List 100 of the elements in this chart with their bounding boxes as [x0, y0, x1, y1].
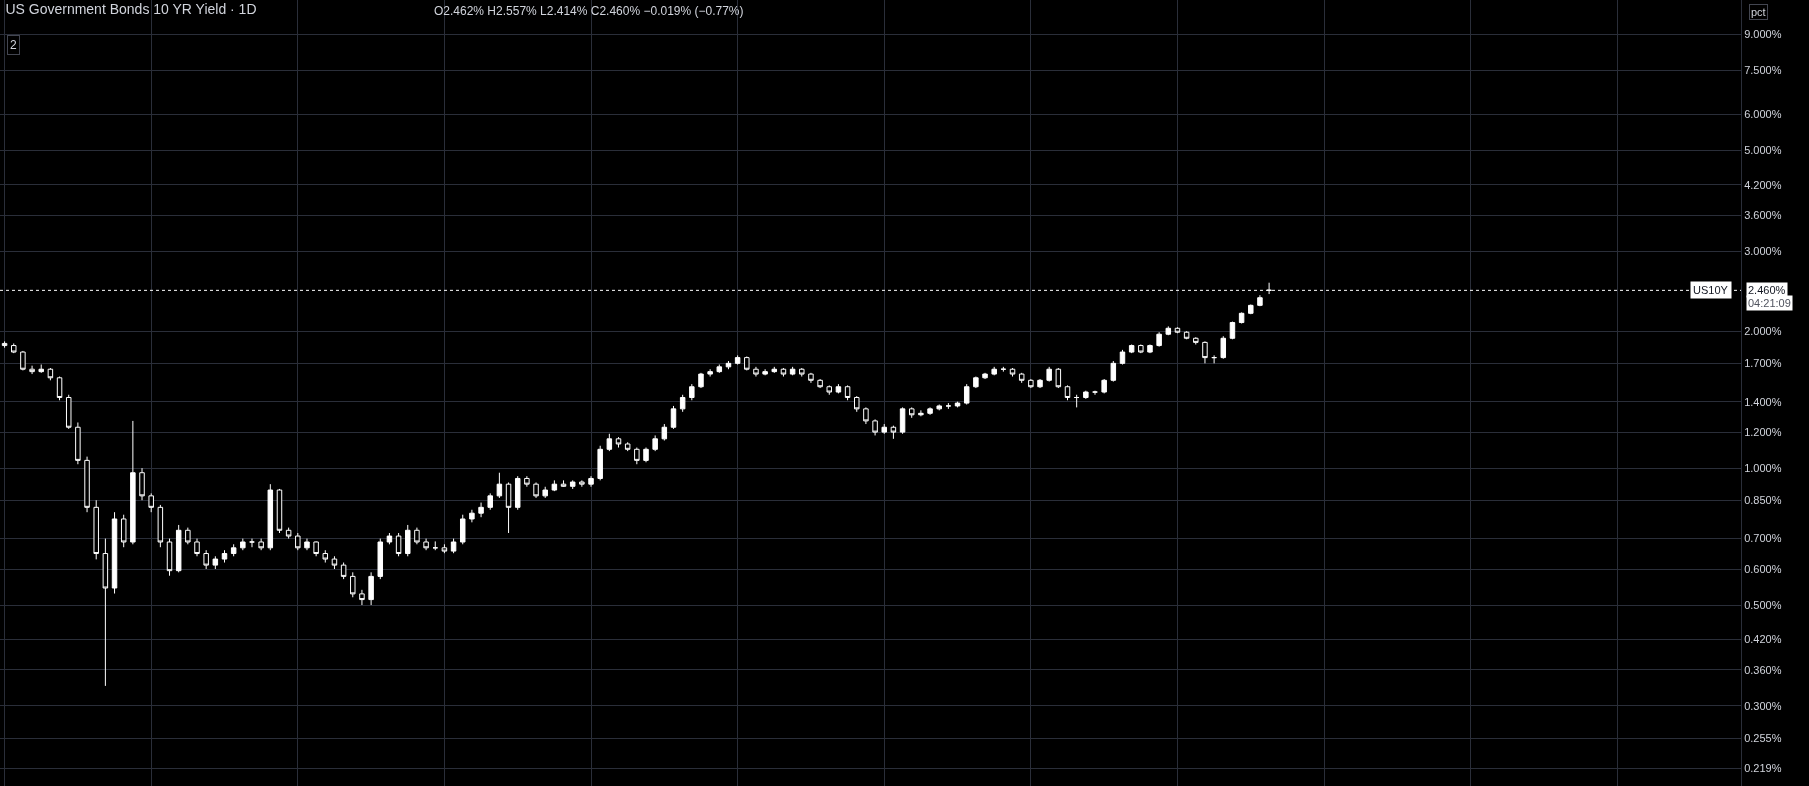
candlestick: [1128, 344, 1135, 354]
candlestick: [38, 364, 44, 373]
candlestick: [634, 447, 640, 465]
candlestick: [1055, 367, 1062, 389]
candlestick: [487, 492, 493, 511]
y-tick-label: 3.600%: [1744, 208, 1782, 221]
candlestick: [1211, 354, 1217, 364]
candlestick: [1028, 378, 1034, 389]
candlestick: [927, 406, 933, 416]
candlestick: [835, 383, 842, 394]
candlestick: [643, 447, 649, 463]
candlestick: [1202, 340, 1208, 364]
candlestick: [899, 406, 906, 435]
y-tick-label: 0.255%: [1744, 731, 1782, 744]
candlestick: [872, 418, 878, 436]
y-tick-label: 0.300%: [1744, 699, 1782, 712]
candlestick: [1165, 325, 1172, 336]
candlestick: [405, 524, 411, 557]
candlestick: [991, 366, 997, 376]
candlestick: [734, 354, 741, 365]
candlestick: [368, 571, 374, 606]
candlestick: [11, 342, 17, 354]
candlestick: [29, 365, 35, 375]
chart-subtitle: O2.462% H2.557% L2.414% C2.460% −0.019% (−0.77%): [434, 4, 744, 18]
candlestick: [359, 589, 365, 606]
candlestick: [689, 383, 695, 401]
candlestick: [505, 481, 512, 534]
candlestick: [56, 376, 63, 401]
candlestick: [524, 475, 530, 488]
candlestick: [1119, 349, 1126, 365]
candlestick: [221, 549, 228, 564]
candlestick: [1101, 378, 1107, 394]
candlestick: [93, 499, 99, 560]
candlestick: [230, 543, 237, 557]
candlestick: [579, 479, 585, 488]
candlestick: [698, 372, 704, 389]
candlestick: [1110, 360, 1117, 383]
candlestick: [679, 394, 686, 413]
candlestick: [890, 425, 897, 440]
ref-line-label: US10Y: [1693, 284, 1729, 296]
candlestick: [954, 401, 961, 408]
y-tick-label: 0.600%: [1744, 562, 1782, 575]
candlestick: [166, 538, 173, 577]
candlestick: [1238, 311, 1245, 324]
y-tick-label: 0.420%: [1744, 633, 1782, 646]
y-tick-label: 4.200%: [1744, 178, 1782, 191]
candlestick: [212, 555, 219, 570]
y-tick-label: 0.850%: [1744, 494, 1782, 507]
candlestick: [423, 538, 429, 551]
candlestick: [276, 488, 283, 534]
candlestick: [1156, 331, 1162, 348]
candlestick: [973, 376, 979, 389]
candlestick: [304, 538, 310, 551]
candlestick: [1073, 394, 1080, 408]
candlestick: [1229, 321, 1236, 340]
candlestick: [1046, 366, 1052, 383]
candlestick: [799, 367, 805, 378]
candlestick: [560, 479, 567, 488]
candlestick: [533, 481, 539, 499]
candlestick: [441, 543, 448, 554]
candlestick: [789, 366, 796, 376]
candlestick: [130, 420, 136, 545]
candlestick: [313, 540, 319, 557]
candlestick: [514, 475, 521, 511]
candlestick: [707, 368, 713, 378]
y-tick-label: 7.500%: [1744, 64, 1782, 77]
candlestick: [1174, 326, 1181, 334]
candlestick: [1000, 366, 1007, 373]
y-tick-label: 6.000%: [1744, 108, 1782, 121]
y-tick-label: 1.200%: [1744, 425, 1782, 438]
candlestick: [1193, 336, 1199, 346]
candlestick: [84, 456, 90, 513]
y-tick-label: 0.500%: [1744, 598, 1782, 611]
candlestick: [285, 527, 292, 540]
text: 04:21:09: [1748, 297, 1791, 309]
candlestick: [918, 409, 924, 417]
candlestick: [432, 540, 438, 551]
candlestick: [139, 467, 145, 501]
candlestick: [203, 549, 209, 570]
candlestick: [569, 479, 576, 490]
candlestick: [102, 538, 109, 687]
text: pct: [1751, 6, 1766, 18]
candlestick: [450, 538, 457, 554]
annotation: 2: [10, 38, 17, 52]
y-tick-label: 1.700%: [1744, 357, 1782, 370]
candlestick: [606, 433, 613, 452]
candlestick: [1220, 335, 1227, 360]
candlestick: [350, 571, 356, 598]
candlestick: [148, 492, 154, 513]
candlestick: [1009, 367, 1016, 378]
candlestick: [762, 368, 768, 376]
candlestick: [771, 366, 778, 374]
candlestick: [963, 383, 970, 406]
candlestick: [844, 384, 851, 401]
candlestick: [1083, 390, 1089, 400]
candlestick: [111, 511, 118, 595]
candlestick: [661, 423, 668, 442]
candlestick: [322, 549, 329, 564]
candlestick: [945, 402, 952, 410]
text: 2.460%: [1748, 284, 1786, 296]
